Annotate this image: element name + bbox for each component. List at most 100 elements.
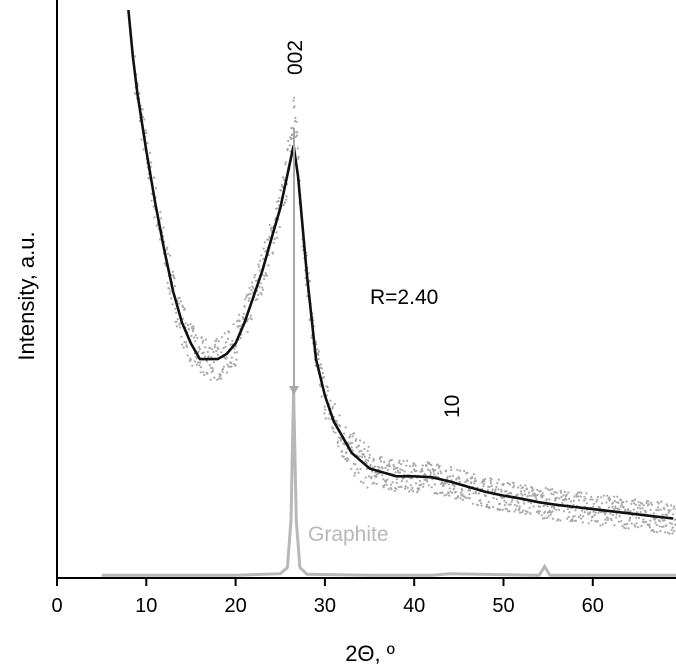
data-point <box>417 489 420 492</box>
data-point <box>418 479 422 483</box>
data-point <box>519 511 522 514</box>
data-point <box>290 127 293 130</box>
data-point <box>620 520 623 523</box>
data-point <box>579 514 582 517</box>
data-point <box>618 508 621 511</box>
data-point <box>628 519 631 522</box>
data-point <box>617 520 621 523</box>
data-point <box>420 467 424 470</box>
data-point <box>540 494 543 497</box>
data-point <box>583 510 586 514</box>
data-point <box>168 292 171 295</box>
data-point <box>557 508 561 511</box>
data-point <box>540 514 543 517</box>
data-point <box>355 446 358 449</box>
data-point <box>436 492 439 495</box>
data-point <box>666 513 669 517</box>
data-point <box>607 506 611 509</box>
data-point <box>600 496 603 499</box>
data-point <box>445 493 448 496</box>
data-point <box>598 506 602 509</box>
data-point <box>228 365 231 368</box>
data-point <box>583 495 586 498</box>
data-point <box>215 337 218 341</box>
data-point <box>518 505 521 508</box>
data-point <box>668 532 671 535</box>
data-point <box>152 176 156 179</box>
data-point <box>249 314 252 317</box>
data-point <box>511 498 514 501</box>
data-point <box>466 471 469 474</box>
data-point <box>499 508 502 511</box>
data-point <box>258 285 261 288</box>
data-point <box>568 497 571 500</box>
data-point <box>277 200 280 203</box>
data-point <box>531 487 534 490</box>
data-point <box>238 313 241 316</box>
data-point <box>495 485 498 489</box>
data-point <box>500 488 503 491</box>
data-point <box>467 489 470 492</box>
data-point <box>567 515 570 519</box>
data-point <box>226 371 229 374</box>
data-point <box>667 511 670 514</box>
data-point <box>573 495 576 498</box>
data-point <box>287 139 290 143</box>
data-point <box>662 525 665 528</box>
data-point <box>630 522 633 525</box>
data-point <box>508 510 511 513</box>
data-point <box>321 371 324 375</box>
data-point <box>510 500 513 503</box>
data-point <box>332 427 335 430</box>
data-point <box>246 330 249 334</box>
data-point <box>357 444 360 447</box>
data-point <box>543 510 547 513</box>
data-point <box>250 281 254 284</box>
data-point <box>398 461 401 464</box>
data-point <box>292 99 295 102</box>
data-point <box>513 510 516 513</box>
data-point <box>285 198 288 201</box>
data-point <box>620 503 623 506</box>
data-point <box>644 511 647 514</box>
data-point <box>613 524 616 527</box>
data-point <box>492 496 495 500</box>
data-point <box>194 340 197 343</box>
data-point <box>288 144 291 147</box>
data-point <box>519 490 523 493</box>
data-point <box>589 498 592 501</box>
data-point <box>410 471 413 474</box>
data-point <box>260 293 263 296</box>
data-point <box>411 464 414 467</box>
data-point <box>198 348 201 351</box>
data-point <box>390 458 393 461</box>
data-point <box>332 430 335 433</box>
data-point <box>591 515 594 518</box>
data-point <box>541 496 544 499</box>
data-point <box>565 493 568 496</box>
data-point <box>331 405 334 408</box>
data-point <box>549 511 553 514</box>
data-point <box>141 108 144 111</box>
data-point <box>282 204 285 207</box>
data-point <box>428 462 431 466</box>
data-point <box>283 178 286 182</box>
data-point <box>379 460 383 463</box>
data-point <box>542 505 545 508</box>
data-point <box>626 522 629 526</box>
data-point <box>394 471 397 474</box>
data-point <box>366 449 369 453</box>
data-point <box>197 350 200 353</box>
data-point <box>580 509 584 512</box>
data-point <box>611 505 614 509</box>
data-point <box>591 498 594 501</box>
data-point <box>613 499 617 503</box>
data-point <box>529 512 532 515</box>
data-point <box>294 116 297 119</box>
data-point <box>234 364 237 367</box>
data-point <box>469 489 472 492</box>
data-point <box>232 362 235 366</box>
data-point <box>392 468 395 471</box>
data-point <box>358 450 361 453</box>
data-point <box>162 226 165 229</box>
